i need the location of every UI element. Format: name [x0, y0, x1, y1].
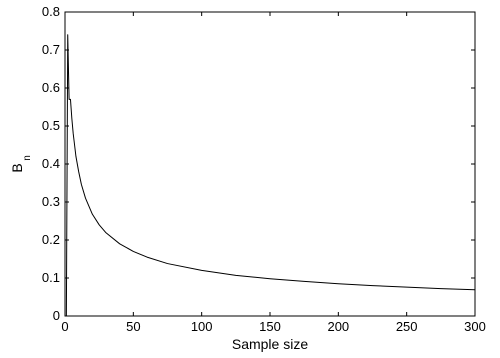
series-layer	[65, 34, 476, 317]
x-tick-label: 100	[191, 319, 213, 334]
y-tick-label: 0.7	[42, 42, 60, 57]
y-tick-label: 0.8	[42, 4, 60, 19]
y-axis-label: B	[9, 163, 25, 172]
x-tick-label: 50	[126, 319, 140, 334]
y-tick-label: 0.3	[42, 194, 60, 209]
y-tick-label: 0.1	[42, 270, 60, 285]
y-tick-label: 0.2	[42, 232, 60, 247]
plot-area-frame	[64, 11, 476, 317]
x-tick-label: 150	[259, 319, 281, 334]
y-tick-label: 0.6	[42, 80, 60, 95]
x-tick-label: 200	[327, 319, 349, 334]
x-axis-ticks: 0 50 100 150 200 250 300	[61, 12, 486, 334]
y-axis-label-subscript: n	[22, 155, 33, 161]
series-line	[65, 34, 476, 317]
x-tick-label: 250	[396, 319, 418, 334]
y-tick-label: 0	[53, 308, 60, 323]
y-tick-label: 0.5	[42, 118, 60, 133]
x-tick-label: 300	[464, 319, 486, 334]
y-tick-label: 0.4	[42, 156, 60, 171]
x-axis-label: Sample size	[232, 336, 308, 352]
x-tick-label: 0	[61, 319, 68, 334]
y-axis-ticks: 0 0.1 0.2 0.3 0.4 0.5 0.6 0.7 0.8	[42, 4, 475, 323]
